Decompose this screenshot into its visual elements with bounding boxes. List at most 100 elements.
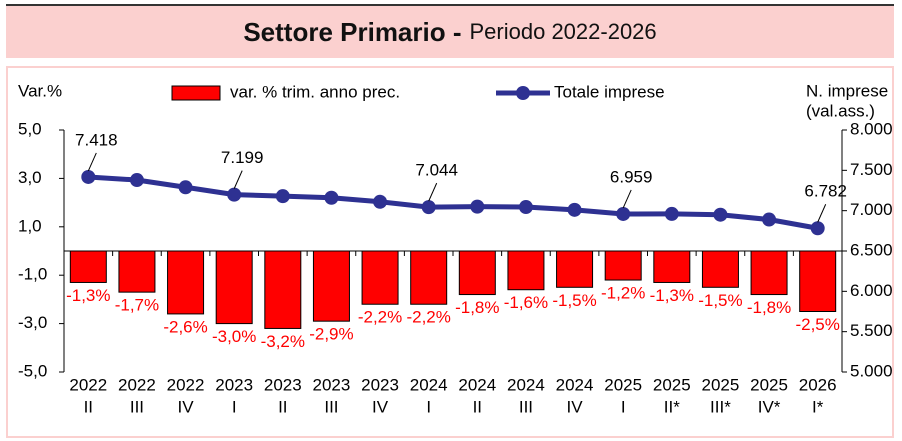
line-point (810, 221, 825, 236)
plot-frame (6, 66, 894, 438)
point-label: 7.199 (221, 148, 264, 167)
legend-swatch (171, 85, 221, 101)
y2-axis-label: (val.ass.) (806, 101, 875, 120)
x-tick-label: IV (178, 397, 195, 416)
y-tick-label: 3,0 (18, 168, 42, 187)
label-leader (428, 182, 438, 202)
line-point (178, 180, 193, 195)
bar (215, 250, 253, 325)
legend-label: Totale imprese (554, 82, 665, 101)
bar (653, 250, 691, 283)
bar (264, 250, 302, 329)
x-tick-label: 2023 (361, 375, 399, 394)
x-tick-label: 2022 (118, 375, 156, 394)
bar (410, 250, 448, 305)
chart-subtitle: Periodo 2022-2026 (469, 19, 657, 44)
x-tick-label: 2025 (604, 375, 642, 394)
y-axis-label: Var.% (18, 81, 62, 100)
x-tick-label: I (232, 397, 237, 416)
x-tick-label: I (621, 397, 626, 416)
line-point (227, 187, 242, 202)
y2-tick-label: 6.000 (850, 281, 893, 300)
line-point (616, 206, 631, 221)
x-tick-label: IV (567, 397, 584, 416)
line-point (81, 169, 96, 184)
x-tick-label: 2025 (702, 375, 740, 394)
x-tick-label: 2025 (653, 375, 691, 394)
point-label: 6.782 (804, 182, 847, 201)
x-tick-label: 2026 (799, 375, 837, 394)
y-tick-label: -1,0 (18, 265, 47, 284)
line-point (518, 200, 533, 215)
bar-label: -3,0% (212, 327, 256, 346)
bar (556, 250, 594, 288)
x-tick-label: 2024 (556, 375, 594, 394)
line-point (324, 190, 339, 205)
x-tick-label: 2023 (215, 375, 253, 394)
x-tick-label: 2024 (458, 375, 496, 394)
x-tick-label: 2025 (750, 375, 788, 394)
bar (118, 250, 156, 293)
y2-tick-label: 6.500 (850, 240, 893, 259)
x-tick-label: 2023 (313, 375, 351, 394)
bar-label: -2,5% (795, 315, 839, 334)
bar (750, 250, 788, 296)
bar (458, 250, 496, 296)
y-tick-label: 5,0 (18, 119, 42, 138)
bar (604, 250, 642, 281)
x-tick-label: III (519, 397, 533, 416)
point-label: 7.044 (415, 161, 458, 180)
x-tick-label: 2024 (507, 375, 545, 394)
bar-label: -2,6% (163, 317, 207, 336)
bar (167, 250, 205, 315)
bar-label: -2,2% (406, 308, 450, 327)
point-label: 6.959 (610, 167, 653, 186)
chart-title: Settore Primario - (243, 16, 462, 47)
x-tick-label: IV (372, 397, 389, 416)
y2-tick-label: 8.000 (850, 119, 893, 138)
x-tick-label: 2022 (167, 375, 205, 394)
x-tick-label: IV* (758, 397, 781, 416)
bar-label: -1,6% (504, 293, 548, 312)
line-point (373, 194, 388, 209)
x-tick-label: II (473, 397, 482, 416)
label-leader (817, 204, 827, 223)
bar-label: -1,8% (455, 298, 499, 317)
y-tick-label: -3,0 (18, 313, 47, 332)
bar (701, 250, 739, 288)
y2-tick-label: 7.000 (850, 200, 893, 219)
title-box: Settore Primario - Periodo 2022-2026 (6, 4, 894, 58)
line-point (664, 206, 679, 221)
y2-axis-label: N. imprese (806, 81, 888, 100)
bar-label: -2,2% (358, 308, 402, 327)
bar-label: -2,9% (309, 325, 353, 344)
line-point (129, 173, 144, 188)
x-tick-label: II (278, 397, 287, 416)
bar (312, 250, 350, 322)
bar (361, 250, 399, 305)
line-point (713, 207, 728, 222)
bar-label: -1,5% (552, 291, 596, 310)
x-tick-label: 2022 (69, 375, 107, 394)
x-tick-label: I (426, 397, 431, 416)
line (88, 174, 819, 231)
x-tick-label: II (84, 397, 93, 416)
y2-tick-label: 5.500 (850, 321, 893, 340)
line-point (421, 200, 436, 215)
x-tick-label: II* (664, 397, 680, 416)
bar-label: -1,3% (66, 286, 110, 305)
bar (69, 250, 107, 283)
bar (799, 250, 837, 312)
y2-tick-label: 5.000 (850, 361, 893, 380)
bar-label: -1,8% (747, 298, 791, 317)
label-leader (87, 152, 97, 172)
x-tick-label: III* (710, 397, 731, 416)
x-tick-label: III (130, 397, 144, 416)
label-leader (622, 189, 632, 209)
x-tick-label: I* (812, 397, 824, 416)
line-point (275, 189, 290, 204)
label-leader (233, 170, 243, 189)
x-tick-label: III (324, 397, 338, 416)
